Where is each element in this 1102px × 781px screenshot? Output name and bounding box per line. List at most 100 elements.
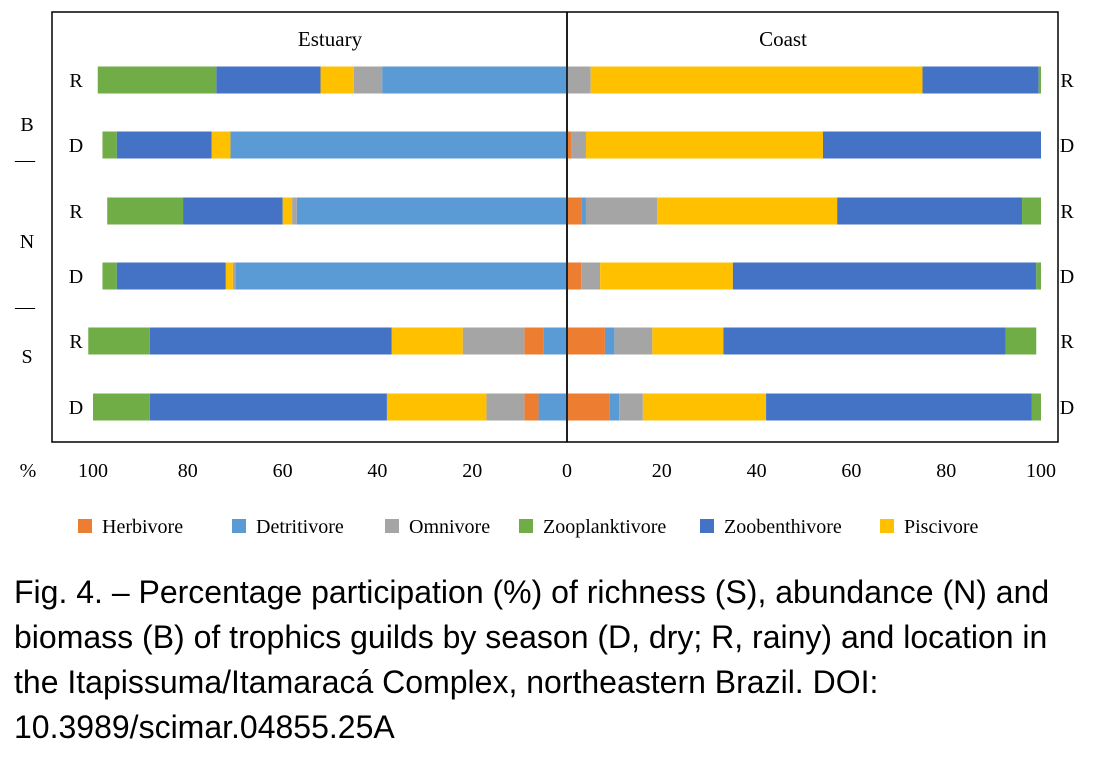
bar-segment-estuary-N-R-piscivore	[282, 197, 293, 225]
bar-segment-estuary-N-D-zooplanktivore	[102, 262, 117, 290]
x-tick-label-estuary: 100	[78, 460, 108, 482]
bar-segment-coast-B-R-omnivore	[567, 66, 591, 94]
plot-frame	[51, 11, 1059, 443]
bar-segment-estuary-S-R-zoobenthivore	[149, 327, 392, 355]
bar-segment-coast-S-R-omnivore	[614, 327, 653, 355]
figure-caption: Fig. 4. – Percentage participation (%) o…	[14, 574, 1050, 745]
bar-segment-coast-N-R-zooplanktivore	[1022, 197, 1041, 225]
group-label-richness: S	[21, 346, 32, 368]
row-label-right: D	[1060, 397, 1074, 419]
x-tick-label-estuary: 0	[562, 460, 572, 482]
bar-segment-estuary-N-D-piscivore	[225, 262, 233, 290]
x-tick-label-coast: 60	[841, 460, 861, 482]
row-label-right: R	[1060, 331, 1074, 353]
bar-segment-estuary-B-D-detritivore	[230, 131, 567, 159]
bar-segment-estuary-S-R-omnivore	[462, 327, 525, 355]
legend-label-zooplanktivore: Zooplanktivore	[543, 516, 666, 538]
bar-segment-estuary-N-D-omnivore	[232, 262, 236, 290]
row-labels-layer: R R D D R R D D R R D D	[69, 70, 1075, 419]
row-label-left: D	[69, 135, 83, 157]
bar-segment-coast-N-R-omnivore	[585, 197, 658, 225]
bar-segment-coast-B-D-omnivore	[571, 131, 586, 159]
bar-segment-estuary-N-R-zooplanktivore	[107, 197, 184, 225]
row-label-left: R	[69, 70, 83, 92]
panel-title-coast: Coast	[759, 27, 807, 51]
x-tick-label-estuary: 60	[273, 460, 293, 482]
bar-segment-estuary-N-D-detritivore	[235, 262, 567, 290]
row-label-left: R	[69, 331, 83, 353]
bar-segment-estuary-N-R-omnivore	[292, 197, 297, 225]
bar-segment-coast-N-D-zooplanktivore	[1036, 262, 1041, 290]
bar-segment-estuary-N-R-zoobenthivore	[183, 197, 283, 225]
x-tick-label-estuary: 40	[367, 460, 387, 482]
legend-label-zoobenthivore: Zoobenthivore	[724, 516, 842, 538]
x-tick-label-coast: 80	[936, 460, 956, 482]
bar-segment-estuary-N-R-detritivore	[296, 197, 567, 225]
x-axis-ticks: 100 80 60 40 20 0 20 40 60 80 100	[78, 460, 1056, 482]
bar-segment-estuary-S-D-herbivore	[524, 393, 539, 421]
row-label-left: R	[69, 201, 83, 223]
x-tick-label-coast: 100	[1026, 460, 1056, 482]
bar-segment-estuary-B-R-piscivore	[320, 66, 354, 94]
x-tick-label-estuary: 80	[178, 460, 198, 482]
legend-swatch-zoobenthivore	[700, 519, 714, 533]
bar-segment-coast-B-D-herbivore	[567, 131, 572, 159]
bar-segment-estuary-S-R-piscivore	[391, 327, 463, 355]
row-label-right: R	[1060, 70, 1074, 92]
bar-segment-estuary-S-D-zooplanktivore	[93, 393, 150, 421]
bar-segment-coast-N-R-herbivore	[567, 197, 582, 225]
legend-label-omnivore: Omnivore	[409, 516, 490, 538]
legend: Herbivore Detritivore Omnivore Zooplanktivo…	[78, 516, 979, 538]
row-label-right: R	[1060, 201, 1074, 223]
stacked-bar-chart: Estuary Coast R R D D R R D D R R D D B — N — S % 1…	[14, 11, 1075, 538]
panel-title-estuary: Estuary	[298, 27, 363, 51]
row-label-right: D	[1060, 135, 1074, 157]
bar-segment-coast-N-D-piscivore	[600, 262, 733, 290]
legend-label-detritivore: Detritivore	[256, 516, 344, 538]
bar-segment-coast-S-D-piscivore	[642, 393, 767, 421]
bar-segment-coast-N-D-herbivore	[567, 262, 582, 290]
bar-segment-coast-S-R-detritivore	[604, 327, 615, 355]
bar-segment-coast-S-D-zooplanktivore	[1031, 393, 1041, 421]
group-separator: —	[14, 296, 36, 318]
bar-segment-coast-B-D-piscivore	[585, 131, 823, 159]
bar-segment-coast-B-R-zoobenthivore	[922, 66, 1039, 94]
x-axis-unit-label: %	[20, 460, 37, 482]
bar-segment-estuary-S-R-detritivore	[543, 327, 567, 355]
bar-segment-coast-N-R-detritivore	[581, 197, 586, 225]
bar-segment-estuary-B-R-detritivore	[382, 66, 567, 94]
bar-segment-coast-S-R-zoobenthivore	[723, 327, 1006, 355]
bar-segment-estuary-N-D-zoobenthivore	[116, 262, 226, 290]
bar-segment-coast-S-R-zooplanktivore	[1005, 327, 1037, 355]
bar-segment-coast-S-D-herbivore	[567, 393, 610, 421]
group-label-biomass: B	[20, 114, 33, 136]
bar-segment-estuary-B-R-omnivore	[353, 66, 383, 94]
bar-segment-estuary-S-D-piscivore	[386, 393, 487, 421]
bar-segment-coast-N-D-zoobenthivore	[732, 262, 1037, 290]
legend-swatch-zooplanktivore	[519, 519, 533, 533]
bar-segment-coast-S-D-detritivore	[609, 393, 620, 421]
bar-segment-estuary-B-R-zoobenthivore	[216, 66, 321, 94]
bar-segment-coast-B-D-zoobenthivore	[822, 131, 1041, 159]
bar-segment-coast-N-R-zoobenthivore	[837, 197, 1023, 225]
x-tick-label-coast: 20	[652, 460, 672, 482]
legend-swatch-piscivore	[880, 519, 894, 533]
bar-segment-coast-S-R-piscivore	[652, 327, 724, 355]
bar-segment-estuary-S-D-zoobenthivore	[149, 393, 387, 421]
bar-segment-coast-S-D-omnivore	[619, 393, 643, 421]
row-label-right: D	[1060, 266, 1074, 288]
bar-segment-coast-N-R-piscivore	[657, 197, 838, 225]
bar-segment-coast-S-R-herbivore	[567, 327, 605, 355]
legend-label-piscivore: Piscivore	[904, 516, 979, 538]
legend-swatch-omnivore	[385, 519, 399, 533]
bar-segment-estuary-S-R-herbivore	[524, 327, 544, 355]
bar-segment-estuary-B-D-piscivore	[211, 131, 231, 159]
bar-segment-estuary-S-D-detritivore	[538, 393, 567, 421]
legend-label-herbivore: Herbivore	[102, 516, 183, 538]
bar-segment-estuary-S-R-zooplanktivore	[88, 327, 150, 355]
bar-segment-coast-B-R-piscivore	[590, 66, 923, 94]
bar-segment-coast-N-D-omnivore	[581, 262, 601, 290]
bar-segment-coast-S-D-zoobenthivore	[766, 393, 1032, 421]
bar-segment-estuary-B-D-zoobenthivore	[116, 131, 212, 159]
row-label-left: D	[69, 397, 83, 419]
